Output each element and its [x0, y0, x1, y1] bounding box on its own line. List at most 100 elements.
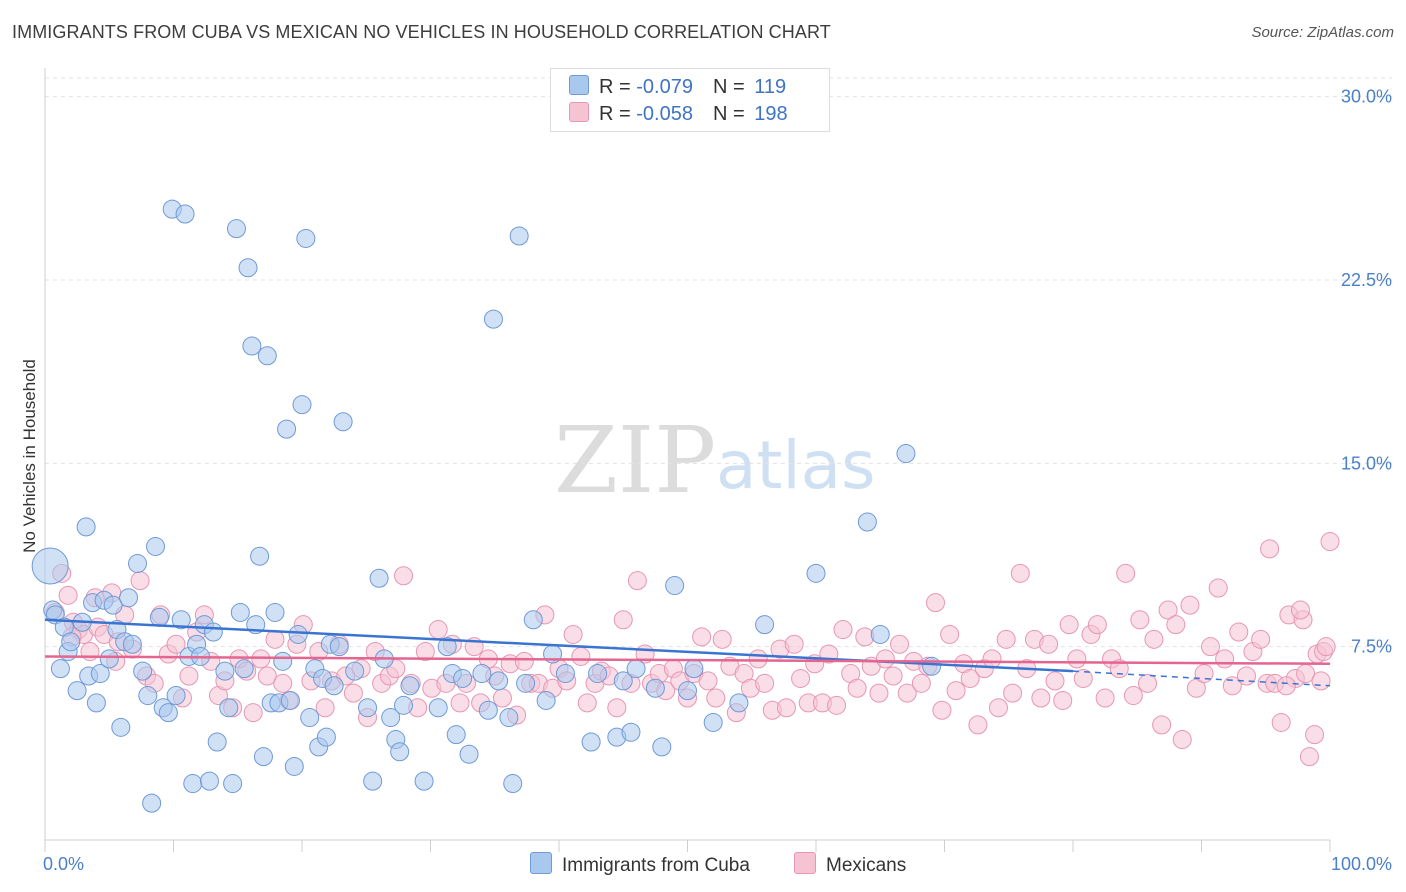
cuba-point: [250, 546, 270, 566]
cuba-point: [226, 219, 246, 239]
mexicans-point: [1208, 578, 1228, 598]
grid-lines: [45, 77, 1392, 648]
mexicans-point: [1180, 595, 1200, 615]
cuba-point: [138, 686, 158, 706]
cuba-point: [523, 610, 543, 630]
cuba-point: [171, 610, 191, 630]
cuba-point: [223, 774, 243, 794]
cuba-point: [203, 622, 223, 642]
cuba-point: [516, 673, 536, 693]
cuba-point: [76, 517, 96, 537]
mexicans-point: [897, 683, 917, 703]
cuba-point: [142, 793, 162, 813]
mexicans-point: [1003, 683, 1023, 703]
mexicans-point: [613, 610, 633, 630]
mexicans-point: [1152, 715, 1172, 735]
cuba-point: [277, 419, 297, 439]
mexicans-point: [1067, 649, 1087, 669]
mexicans-point: [847, 678, 867, 698]
mexicans-point: [571, 646, 591, 666]
mexicans-point: [577, 693, 597, 713]
mexicans-point: [1073, 668, 1093, 688]
cuba-point: [292, 395, 312, 415]
mexicans-point: [1053, 690, 1073, 710]
legend-swatch-cuba: [569, 75, 589, 95]
cuba-point: [652, 737, 672, 757]
mexicans-point: [940, 624, 960, 644]
mexicans-point: [343, 683, 363, 703]
x-tick-label-min: 0.0%: [43, 854, 84, 874]
cuba-point: [381, 708, 401, 728]
mexicans-point: [130, 571, 150, 591]
cuba-point: [90, 664, 110, 684]
cuba-point: [437, 637, 457, 657]
mexicans-point: [791, 668, 811, 688]
cuba-point: [329, 637, 349, 657]
mexicans-point: [394, 566, 414, 586]
mexicans-point: [1138, 673, 1158, 693]
mexicans-point: [514, 651, 534, 671]
cuba-point: [870, 624, 890, 644]
cuba-point: [358, 698, 378, 718]
y-tick-label: 15.0%: [1341, 453, 1392, 473]
mexicans-point: [932, 700, 952, 720]
cuba-point: [288, 624, 308, 644]
bottom-legend-swatch-cuba: [530, 852, 552, 874]
cuba-points: [31, 199, 942, 813]
cuba-point: [729, 693, 749, 713]
mexicans-point: [265, 629, 285, 649]
mexicans-point: [827, 695, 847, 715]
cuba-point: [158, 703, 178, 723]
legend-r-label: R =: [599, 76, 637, 98]
mexicans-point: [1045, 671, 1065, 691]
mexicans-point: [776, 698, 796, 718]
mexicans-point: [755, 673, 775, 693]
mexicans-point: [1031, 688, 1051, 708]
mexicans-point: [166, 634, 186, 654]
mexicans-point: [946, 681, 966, 701]
mexicans-point: [911, 673, 931, 693]
cuba-point: [555, 664, 575, 684]
legend-n-value-cuba: 119: [754, 76, 787, 98]
cuba-point: [284, 756, 304, 776]
mexicans-point: [698, 671, 718, 691]
mexicans-point: [1123, 686, 1143, 706]
mexicans-point: [1316, 637, 1336, 657]
cuba-point: [394, 695, 414, 715]
watermark-atlas: atlas: [716, 427, 876, 504]
mexicans-point: [1222, 676, 1242, 696]
cuba-point: [390, 742, 410, 762]
mexicans-point: [1059, 615, 1079, 635]
mexicans-point: [1290, 600, 1310, 620]
mexicans-point: [784, 634, 804, 654]
y-tick-label: 22.5%: [1341, 270, 1392, 290]
mexicans-point: [1109, 659, 1129, 679]
mexicans-point: [1215, 649, 1235, 669]
chart-title: IMMIGRANTS FROM CUBA VS MEXICAN NO VEHIC…: [12, 22, 831, 42]
mexicans-point: [692, 627, 712, 647]
mexicans-points: [45, 532, 1340, 767]
mexicans-point: [1200, 637, 1220, 657]
bottom-legend-mexicans: Mexicans: [794, 852, 906, 877]
cuba-point: [472, 664, 492, 684]
mexicans-point: [1130, 610, 1150, 630]
cuba-point: [333, 412, 353, 432]
legend-row-mexicans: R = -0.058 N = 198: [569, 102, 788, 128]
cuba-point: [703, 712, 723, 732]
legend-n-label: N =: [712, 103, 751, 125]
cuba-point: [645, 678, 665, 698]
bottom-legend-cuba: Immigrants from Cuba: [530, 852, 750, 877]
mexicans-point: [1311, 671, 1331, 691]
mexicans-point: [712, 629, 732, 649]
cuba-point: [242, 336, 262, 356]
mexicans-point: [875, 649, 895, 669]
mexicans-point: [1158, 600, 1178, 620]
cuba-point: [806, 563, 826, 583]
cuba-point: [265, 602, 285, 622]
stats-legend: R = -0.079 N = 119 R = -0.058 N = 198: [550, 68, 830, 132]
mexicans-point: [1305, 725, 1325, 745]
cuba-point: [99, 649, 119, 669]
cuba-point: [509, 226, 529, 246]
cuba-point: [219, 698, 239, 718]
cuba-point: [478, 700, 498, 720]
